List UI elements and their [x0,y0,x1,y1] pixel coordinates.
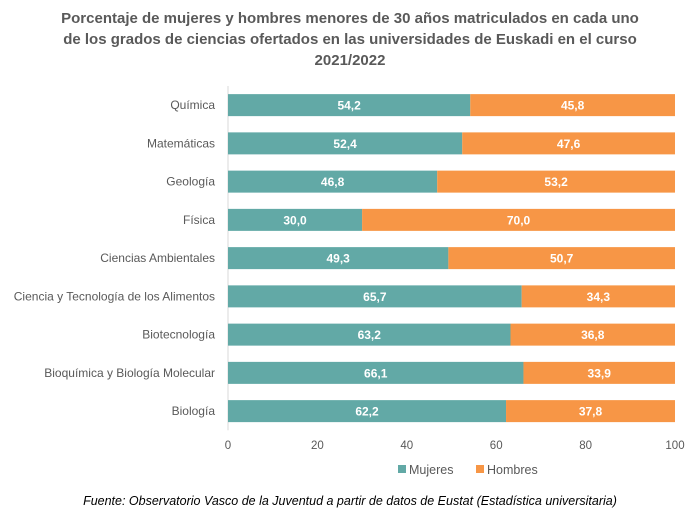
data-label: 45,8 [561,99,585,113]
bar-mujeres [228,400,507,423]
x-tick-label: 60 [490,440,503,452]
bar-mujeres [228,132,463,155]
category-label: Ciencia y Tecnología de los Alimentos [14,289,215,303]
data-label: 50,7 [550,252,574,266]
category-label: Química [170,98,215,112]
category-label: Bioquímica y Biología Molecular [44,366,215,380]
bar-hombres [470,94,675,117]
chart-title: Porcentaje de mujeres y hombres menores … [0,8,700,71]
x-tick-label: 0 [225,440,231,452]
title-line: 2021/2022 [314,52,386,69]
data-label: 33,9 [588,366,612,380]
bar-hombres [437,170,675,193]
category-label: Matemáticas [147,136,215,150]
bar-mujeres [228,361,524,384]
data-label: 30,0 [283,213,307,227]
data-label: 49,3 [327,252,351,266]
data-label: 52,4 [333,137,357,151]
data-label: 36,8 [581,328,605,342]
bar-hombres [362,208,675,231]
bar-mujeres [228,247,449,270]
source-note: Fuente: Observatorio Vasco de la Juventu… [83,494,617,508]
data-label: 62,2 [355,405,379,419]
data-label: 46,8 [321,175,345,189]
title-line: Porcentaje de mujeres y hombres menores … [61,10,639,27]
category-label: Geología [166,175,215,189]
data-label: 47,6 [557,137,581,151]
legend-label: Mujeres [409,463,453,477]
legend-swatch [476,465,484,473]
bar-hombres [448,247,675,270]
bar-mujeres [228,170,438,193]
bar-mujeres [228,323,511,346]
category-label: Biología [172,404,216,418]
x-tick-label: 100 [665,440,684,452]
data-label: 63,2 [358,328,382,342]
data-label: 34,3 [587,290,611,304]
bar-hombres [462,132,675,155]
data-label: 37,8 [579,405,603,419]
data-label: 54,2 [337,99,361,113]
bar-hombres [523,361,675,384]
data-label: 53,2 [544,175,568,189]
data-label: 65,7 [363,290,387,304]
data-label: 66,1 [364,366,388,380]
bar-mujeres [228,285,522,308]
category-label: Física [183,213,215,227]
category-label: Ciencias Ambientales [100,251,215,265]
category-label: Biotecnología [142,328,215,342]
x-tick-label: 40 [400,440,413,452]
bar-hombres [521,285,675,308]
x-tick-label: 20 [311,440,324,452]
legend-label: Hombres [487,463,538,477]
legend-swatch [398,465,406,473]
bar-hombres [510,323,675,346]
data-label: 70,0 [507,213,531,227]
x-tick-label: 80 [579,440,592,452]
bar-hombres [506,400,675,423]
bar-mujeres [228,94,471,117]
bar-mujeres [228,208,363,231]
title-line: de los grados de ciencias ofertados en l… [63,31,637,48]
